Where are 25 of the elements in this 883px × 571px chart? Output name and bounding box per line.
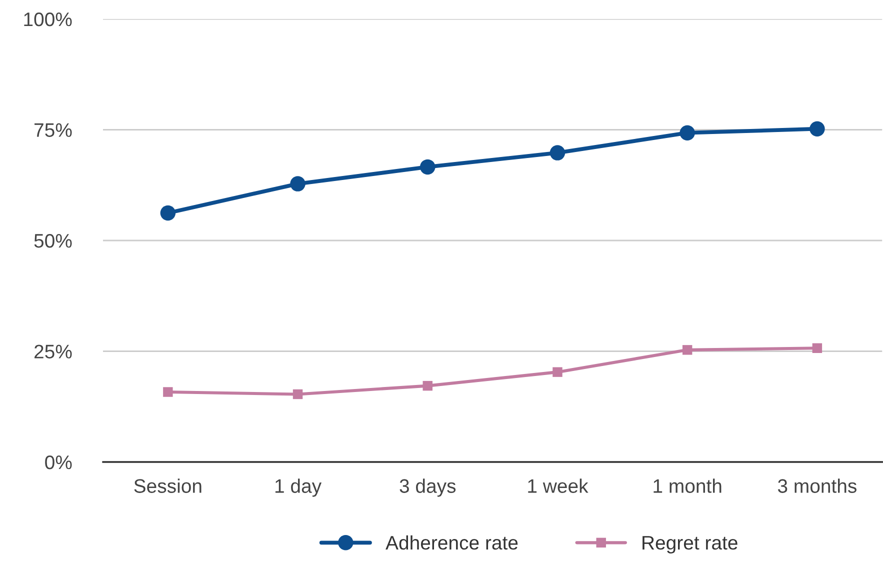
x-tick-label: 1 week <box>528 478 588 493</box>
point <box>682 345 692 355</box>
point <box>552 367 562 377</box>
y-tick-label: 50% <box>34 234 72 248</box>
x-tick-label: 1 month <box>654 478 722 493</box>
point <box>290 176 306 192</box>
point <box>422 380 432 391</box>
y-tick-label: 75% <box>34 123 72 137</box>
point <box>812 343 822 354</box>
x-tick-label: 1 day <box>275 478 322 497</box>
point <box>160 205 176 221</box>
x-tick-label: 3 days <box>400 478 456 497</box>
x-tick-label: Session <box>134 478 202 493</box>
point <box>163 387 173 397</box>
x-tick-label: 3 months <box>778 478 856 493</box>
y-tick-label: 25% <box>34 344 72 358</box>
point <box>810 121 825 137</box>
point <box>680 125 695 140</box>
legend-label: Regret rate <box>642 536 738 554</box>
point <box>292 389 303 400</box>
y-tick-label: 100% <box>24 12 72 26</box>
point <box>550 145 566 160</box>
point <box>420 159 436 175</box>
legend-label: Adherence rate <box>386 535 518 550</box>
y-tick-label: 0% <box>45 455 72 470</box>
